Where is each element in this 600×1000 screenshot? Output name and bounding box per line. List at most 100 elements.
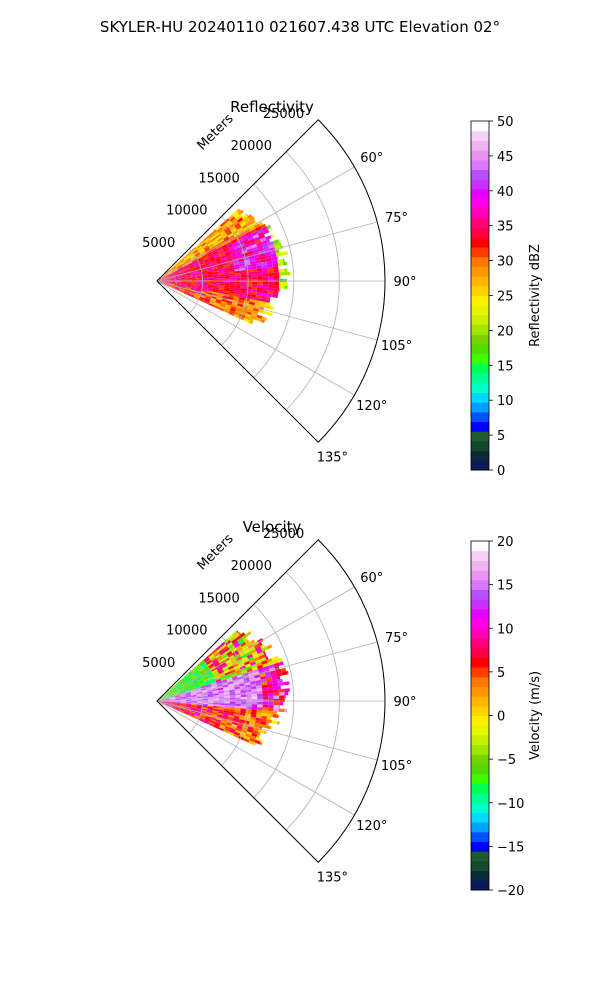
radar-cell (233, 213, 240, 219)
radar-cell (231, 648, 237, 653)
radar-cell (246, 668, 253, 673)
radar-cell (240, 286, 247, 289)
radar-cell (216, 260, 222, 264)
colorbar-swatch (471, 851, 489, 862)
radar-cell (245, 245, 252, 251)
radar-cell (215, 677, 221, 681)
colorbar-swatch (471, 783, 489, 794)
colorbar-swatch (471, 217, 489, 229)
radar-cell (199, 715, 206, 719)
radar-cell (208, 254, 214, 259)
radar-cell (272, 682, 279, 687)
radar-cell (256, 685, 262, 689)
radar-cell (266, 224, 272, 230)
radar-cell (224, 283, 230, 286)
radar-cell (215, 300, 221, 305)
radar-cell (202, 674, 208, 679)
radar-cell (260, 298, 267, 303)
radar-cell (238, 258, 245, 263)
radar-cell (262, 704, 269, 708)
radar-cell (202, 274, 208, 277)
radar-cell (191, 705, 197, 708)
radial-tick-label: 15000 (198, 171, 239, 186)
radar-cell (191, 694, 197, 696)
radar-cell (278, 661, 284, 666)
radar-cell (185, 692, 191, 695)
radar-cell (218, 708, 225, 711)
radar-cell (185, 693, 191, 696)
radar-cell (223, 690, 230, 693)
radar-cell (178, 678, 184, 683)
radar-cell (253, 223, 261, 229)
radar-cell (207, 271, 213, 274)
radar-cell (164, 699, 170, 701)
radar-cell (219, 230, 226, 236)
radar-cell (208, 676, 215, 680)
radar-cell (222, 713, 229, 717)
radar-cell (246, 641, 253, 647)
radar-cell (219, 650, 226, 656)
radar-cell (186, 259, 192, 264)
radar-cell (230, 237, 236, 242)
radar-cell (200, 713, 207, 716)
radar-cell (175, 283, 181, 285)
radar-cell (240, 277, 247, 280)
radar-cell (234, 707, 241, 711)
radar-cell (201, 710, 207, 714)
colorbar-swatch (471, 802, 489, 813)
radar-cell (198, 259, 204, 263)
radar-cell (176, 264, 182, 268)
radar-cell (260, 256, 266, 260)
radar-cell (255, 682, 262, 687)
radar-cell (239, 245, 246, 250)
radar-cell (237, 227, 243, 233)
radar-cell (213, 693, 219, 696)
radar-cell (279, 278, 285, 283)
angle-tick-label: 75° (385, 631, 408, 646)
radar-cell (171, 266, 176, 270)
radar-cell (254, 257, 261, 261)
radar-cell (169, 698, 176, 700)
radar-cell (174, 696, 181, 698)
radar-cell (235, 277, 241, 280)
radar-cell (219, 724, 226, 728)
radar-cell (189, 686, 195, 690)
radar-cell (200, 661, 206, 666)
radar-cell (163, 695, 169, 699)
radar-cell (199, 683, 206, 687)
radar-cell (173, 691, 179, 695)
radar-cell (183, 291, 190, 295)
radar-cell (207, 275, 214, 278)
radar-cell (190, 290, 196, 293)
radar-cell (174, 693, 180, 696)
radar-cell (186, 283, 192, 285)
radar-cell (237, 637, 244, 643)
radar-cell (189, 266, 195, 270)
radar-cell (201, 673, 207, 677)
radar-cell (198, 260, 205, 264)
radar-cell (168, 693, 174, 697)
radar-cell (249, 737, 256, 743)
radar-cell (251, 706, 258, 710)
radar-data (158, 630, 291, 746)
radar-cell (229, 669, 236, 674)
radar-cell (255, 717, 262, 722)
radar-cell (250, 266, 257, 270)
radar-cell (240, 290, 246, 294)
radar-cell (164, 699, 170, 701)
radar-cell (212, 267, 218, 270)
radar-cell (232, 640, 239, 646)
radar-cell (201, 288, 208, 291)
radar-cell (234, 247, 241, 252)
radar-cell (218, 251, 225, 256)
radar-cell (260, 258, 267, 263)
radar-cell (175, 696, 181, 699)
radar-cell (174, 286, 180, 290)
radar-cell (178, 290, 184, 294)
radar-cell (226, 651, 233, 656)
radar-cell (188, 265, 195, 268)
radar-cell (251, 312, 258, 318)
radar-cell (212, 691, 219, 695)
radar-cell (184, 676, 190, 681)
radar-cell (249, 299, 256, 303)
